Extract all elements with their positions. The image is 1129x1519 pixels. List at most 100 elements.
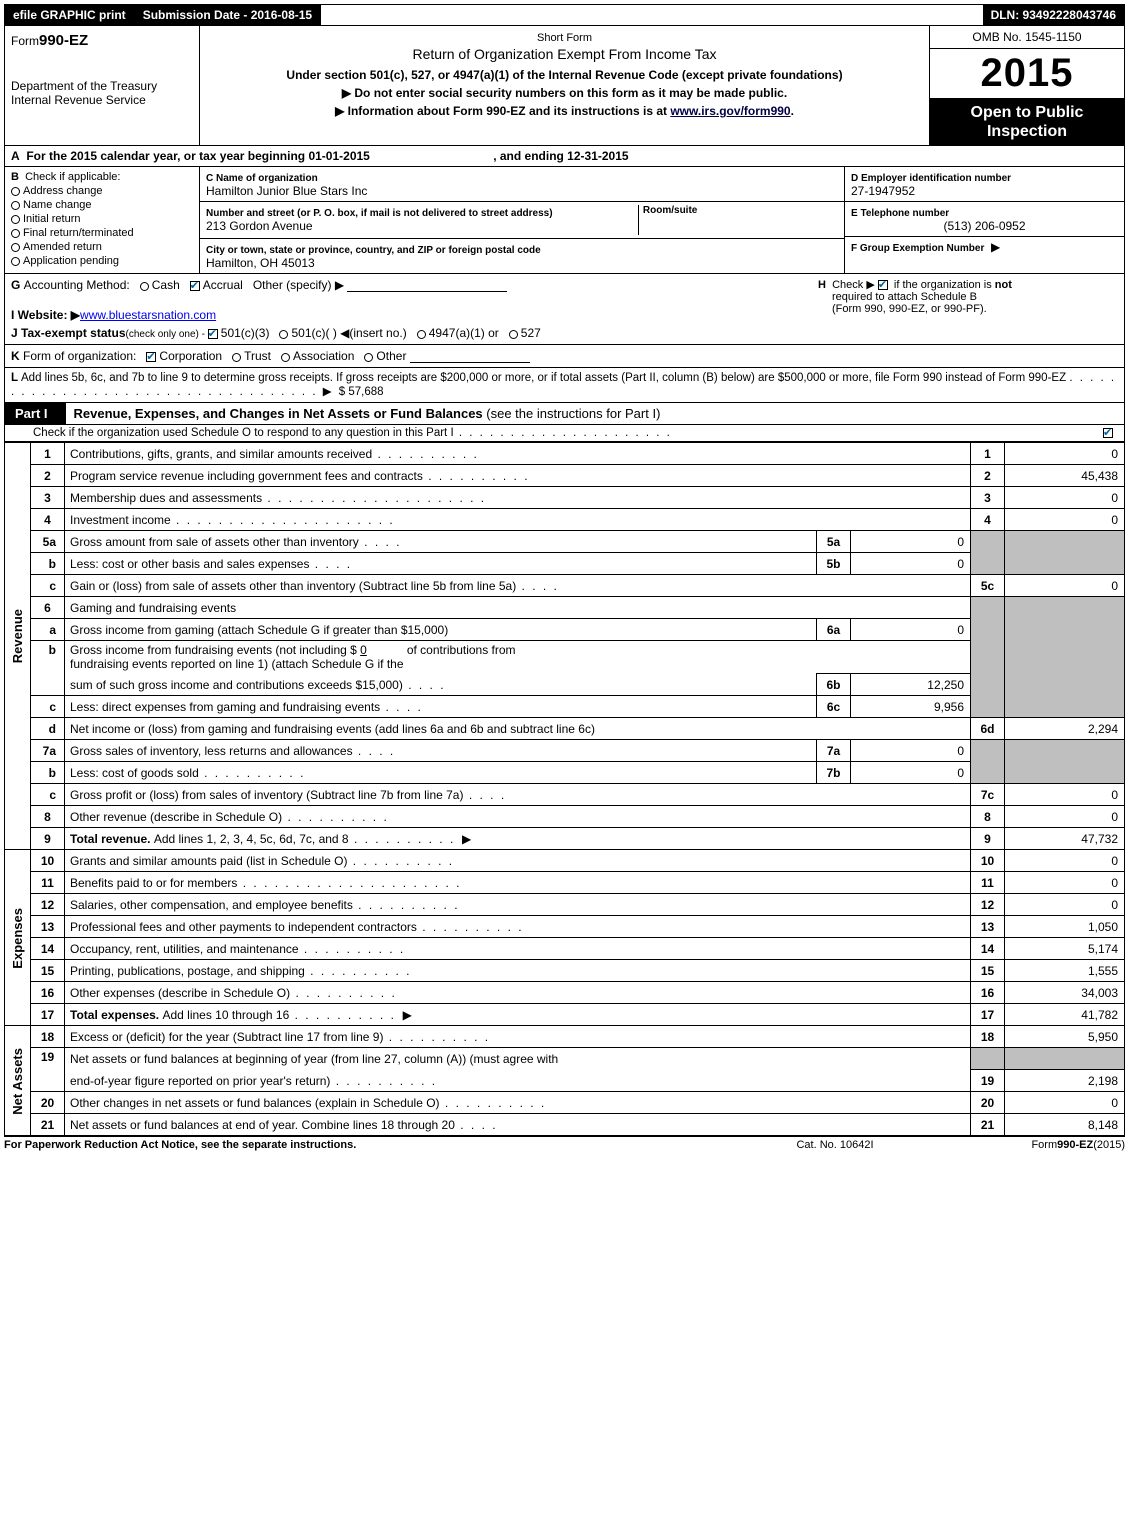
line-a-text: A For the 2015 calendar year, or tax yea… [5, 146, 1124, 166]
chk-address-change[interactable]: Address change [11, 185, 193, 197]
chk-schedule-o-used[interactable] [1103, 428, 1113, 438]
chk-corporation[interactable] [146, 352, 156, 362]
val-3: 0 [1005, 487, 1125, 509]
desc-1: Contributions, gifts, grants, and simila… [65, 443, 971, 465]
val-6d: 2,294 [1005, 718, 1125, 740]
desc-9: Total revenue. Add lines 1, 2, 3, 4, 5c,… [65, 828, 971, 850]
org-city-box: City or town, state or province, country… [200, 239, 844, 273]
dept-label: Department of the Treasury [11, 79, 193, 93]
part1-title: Revenue, Expenses, and Changes in Net As… [66, 403, 1124, 424]
irs-link[interactable]: www.irs.gov/form990 [670, 104, 790, 118]
short-form-label: Short Form [210, 32, 919, 44]
chk-schedule-b-not-required[interactable] [878, 280, 888, 290]
val-14: 5,174 [1005, 938, 1125, 960]
mval-7b: 0 [851, 762, 971, 784]
desc-4: Investment income [65, 509, 971, 531]
chk-association[interactable] [281, 353, 290, 362]
desc-6a: Gross income from gaming (attach Schedul… [65, 619, 817, 641]
chk-cash[interactable] [140, 282, 149, 291]
val-19: 2,198 [1005, 1070, 1125, 1092]
val-15: 1,555 [1005, 960, 1125, 982]
section-b: B Check if applicable: Address change Na… [5, 167, 200, 273]
org-name-box: C Name of organization Hamilton Junior B… [200, 167, 844, 202]
form-number: Form990-EZ [11, 32, 193, 49]
entity-block: B Check if applicable: Address change Na… [4, 167, 1125, 274]
footer-right: Form990-EZ(2015) [945, 1139, 1125, 1151]
omb-number: OMB No. 1545-1150 [930, 26, 1124, 49]
chk-501c[interactable] [279, 330, 288, 339]
section-j: J Tax-exempt status(check only one) - 50… [11, 326, 1118, 340]
val-21: 8,148 [1005, 1114, 1125, 1136]
chk-501c3[interactable] [208, 329, 218, 339]
part1-header: Part I Revenue, Expenses, and Changes in… [4, 403, 1125, 425]
org-street-box: Number and street (or P. O. box, if mail… [200, 202, 844, 239]
desc-13: Professional fees and other payments to … [65, 916, 971, 938]
desc-17: Total expenses. Add lines 10 through 16 … [65, 1004, 971, 1026]
form-header: Form990-EZ Department of the Treasury In… [4, 26, 1125, 146]
mval-5b: 0 [851, 553, 971, 575]
mval-6b: 12,250 [851, 674, 971, 696]
val-5c: 0 [1005, 575, 1125, 597]
submission-date: Submission Date - 2016-08-15 [135, 5, 321, 25]
desc-6: Gaming and fundraising events [65, 597, 971, 619]
desc-21: Net assets or fund balances at end of ye… [65, 1114, 971, 1136]
section-ghij: H Check ▶ if the organization is not req… [4, 274, 1125, 345]
desc-14: Occupancy, rent, utilities, and maintena… [65, 938, 971, 960]
ein-value: 27-1947952 [851, 184, 915, 198]
b-label: Check if applicable: [25, 171, 120, 183]
under-section: Under section 501(c), 527, or 4947(a)(1)… [210, 68, 919, 82]
chk-name-change[interactable]: Name change [11, 199, 193, 211]
desc-3: Membership dues and assessments [65, 487, 971, 509]
header-middle: Short Form Return of Organization Exempt… [200, 26, 929, 145]
val-11: 0 [1005, 872, 1125, 894]
desc-6b-2: sum of such gross income and contributio… [65, 674, 817, 696]
desc-18: Excess or (deficit) for the year (Subtra… [65, 1026, 971, 1048]
room-suite-label: Room/suite [638, 205, 697, 235]
inspection-label: Inspection [936, 122, 1118, 141]
tax-year: 2015 [930, 49, 1124, 99]
chk-application-pending[interactable]: Application pending [11, 255, 193, 267]
chk-final-return[interactable]: Final return/terminated [11, 227, 193, 239]
phone-value: (513) 206-0952 [851, 219, 1118, 233]
gross-receipts-value: $ 57,688 [339, 386, 384, 398]
desc-5b: Less: cost or other basis and sales expe… [65, 553, 817, 575]
val-2: 45,438 [1005, 465, 1125, 487]
val-18: 5,950 [1005, 1026, 1125, 1048]
info-line: ▶ Information about Form 990-EZ and its … [210, 104, 919, 118]
desc-16: Other expenses (describe in Schedule O) [65, 982, 971, 1004]
desc-7c: Gross profit or (loss) from sales of inv… [65, 784, 971, 806]
section-e: E Telephone number (513) 206-0952 [845, 202, 1124, 237]
desc-2: Program service revenue including govern… [65, 465, 971, 487]
chk-amended-return[interactable]: Amended return [11, 241, 193, 253]
val-20: 0 [1005, 1092, 1125, 1114]
val-17: 41,782 [1005, 1004, 1125, 1026]
desc-5c: Gain or (loss) from sale of assets other… [65, 575, 971, 597]
val-8: 0 [1005, 806, 1125, 828]
chk-527[interactable] [509, 330, 518, 339]
org-city: Hamilton, OH 45013 [206, 256, 315, 270]
desc-5a: Gross amount from sale of assets other t… [65, 531, 817, 553]
sidebar-expenses: Expenses [5, 850, 31, 1026]
val-1: 0 [1005, 443, 1125, 465]
efile-label[interactable]: efile GRAPHIC print [5, 5, 135, 25]
chk-4947a1[interactable] [417, 330, 426, 339]
info-text: ▶ Information about Form 990-EZ and its … [335, 104, 670, 118]
open-to-public: Open to Public Inspection [930, 99, 1124, 145]
website-link[interactable]: www.bluestarsnation.com [80, 308, 216, 322]
chk-other-org[interactable] [364, 353, 373, 362]
topbar-spacer [321, 5, 982, 25]
chk-trust[interactable] [232, 353, 241, 362]
val-13: 1,050 [1005, 916, 1125, 938]
desc-10: Grants and similar amounts paid (list in… [65, 850, 971, 872]
mval-5a: 0 [851, 531, 971, 553]
chk-initial-return[interactable]: Initial return [11, 213, 193, 225]
ln-1: 1 [31, 443, 65, 465]
sidebar-net-assets: Net Assets [5, 1026, 31, 1136]
financial-table: Revenue 1 Contributions, gifts, grants, … [4, 442, 1125, 1136]
num-1: 1 [971, 443, 1005, 465]
desc-6b-1: Gross income from fundraising events (no… [65, 641, 971, 674]
org-name: Hamilton Junior Blue Stars Inc [206, 184, 367, 198]
section-d: D Employer identification number 27-1947… [845, 167, 1124, 202]
section-f: F Group Exemption Number ▶ [845, 237, 1124, 273]
chk-accrual[interactable] [190, 281, 200, 291]
